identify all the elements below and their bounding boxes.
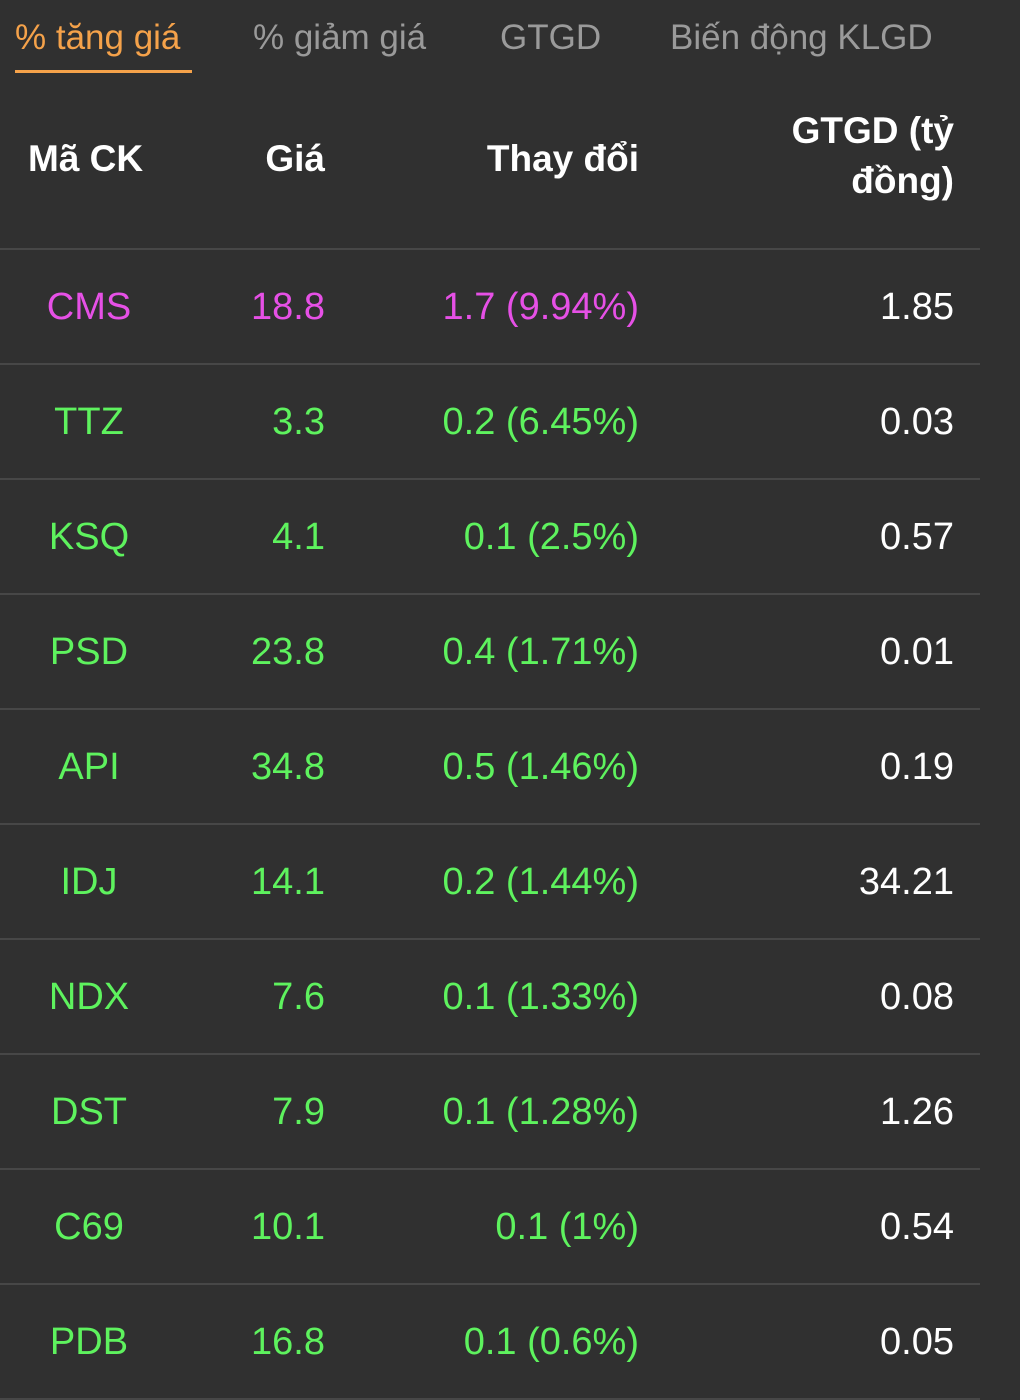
stock-code: KSQ bbox=[48, 516, 130, 558]
stock-change: 0.2 (1.44%) bbox=[442, 861, 639, 903]
stock-change: 0.5 (1.46%) bbox=[442, 746, 639, 788]
table-row[interactable]: NDX 7.6 0.1 (1.33%) 0.08 bbox=[0, 940, 980, 1055]
stock-code: C69 bbox=[54, 1206, 124, 1248]
table-body: CMS 18.8 1.7 (9.94%) 1.85 TTZ 3.3 0.2 (6.45%) 0… bbox=[0, 250, 980, 1400]
stock-price: 7.6 bbox=[272, 976, 325, 1018]
header-change: Thay đổi bbox=[486, 138, 639, 179]
table-row[interactable]: CMS 18.8 1.7 (9.94%) 1.85 bbox=[0, 250, 980, 365]
stock-table: Mã CK Giá Thay đổi GTGD (tỷ đồng) CMS 18.… bbox=[0, 96, 980, 1400]
trading-value: 0.19 bbox=[880, 746, 954, 788]
stock-change: 0.1 (0.6%) bbox=[463, 1321, 639, 1363]
stock-price: 34.8 bbox=[251, 746, 325, 788]
header-code: Mã CK bbox=[28, 138, 144, 179]
stock-price: 10.1 bbox=[251, 1206, 325, 1248]
stock-price: 18.8 bbox=[251, 286, 325, 328]
stock-price: 3.3 bbox=[272, 401, 325, 443]
stock-price: 16.8 bbox=[251, 1321, 325, 1363]
table-row[interactable]: IDJ 14.1 0.2 (1.44%) 34.21 bbox=[0, 825, 980, 940]
stock-change: 0.1 (2.5%) bbox=[463, 516, 639, 558]
stock-change: 0.1 (1%) bbox=[495, 1206, 639, 1248]
tab-bar: % tăng giá % giảm giá GTGD Biến động KLG… bbox=[0, 0, 1020, 80]
trading-value: 0.54 bbox=[880, 1206, 954, 1248]
table-header: Mã CK Giá Thay đổi GTGD (tỷ đồng) bbox=[0, 96, 980, 250]
trading-value: 0.03 bbox=[880, 401, 954, 443]
tab-percent-increase[interactable]: % tăng giá bbox=[15, 18, 181, 57]
stock-code: IDJ bbox=[60, 861, 118, 903]
header-price: Giá bbox=[265, 138, 325, 179]
table-row[interactable]: TTZ 3.3 0.2 (6.45%) 0.03 bbox=[0, 365, 980, 480]
trading-value: 0.05 bbox=[880, 1321, 954, 1363]
stock-code: TTZ bbox=[54, 401, 124, 443]
stock-price: 14.1 bbox=[251, 861, 325, 903]
trading-value: 1.26 bbox=[880, 1091, 954, 1133]
stock-code: DST bbox=[51, 1091, 127, 1133]
stock-change: 0.2 (6.45%) bbox=[442, 401, 639, 443]
stock-code: PSD bbox=[49, 631, 129, 673]
table-row[interactable]: API 34.8 0.5 (1.46%) 0.19 bbox=[0, 710, 980, 825]
stock-price: 4.1 bbox=[272, 516, 325, 558]
table-row[interactable]: DST 7.9 0.1 (1.28%) 1.26 bbox=[0, 1055, 980, 1170]
trading-value: 0.08 bbox=[880, 976, 954, 1018]
stock-change: 0.4 (1.71%) bbox=[442, 631, 639, 673]
trading-value: 1.85 bbox=[880, 286, 954, 328]
stock-code: NDX bbox=[48, 976, 130, 1018]
table-row[interactable]: PDB 16.8 0.1 (0.6%) 0.05 bbox=[0, 1285, 980, 1400]
tab-volume-change[interactable]: Biến động KLGD bbox=[670, 18, 933, 57]
trading-value: 0.57 bbox=[880, 516, 954, 558]
stock-code: PDB bbox=[49, 1321, 129, 1363]
stock-change: 0.1 (1.28%) bbox=[442, 1091, 639, 1133]
tab-trading-value[interactable]: GTGD bbox=[500, 18, 602, 57]
stock-change: 0.1 (1.33%) bbox=[442, 976, 639, 1018]
trading-value: 0.01 bbox=[880, 631, 954, 673]
table-row[interactable]: KSQ 4.1 0.1 (2.5%) 0.57 bbox=[0, 480, 980, 595]
stock-price: 23.8 bbox=[251, 631, 325, 673]
stock-change: 1.7 (9.94%) bbox=[442, 286, 639, 328]
tab-percent-decrease[interactable]: % giảm giá bbox=[253, 18, 427, 57]
stock-code: CMS bbox=[46, 286, 132, 328]
trading-value: 34.21 bbox=[858, 861, 954, 903]
stock-code: API bbox=[58, 746, 120, 788]
table-row[interactable]: PSD 23.8 0.4 (1.71%) 0.01 bbox=[0, 595, 980, 710]
stock-price: 7.9 bbox=[272, 1091, 325, 1133]
active-tab-underline bbox=[15, 70, 192, 73]
header-value: GTGD (tỷ đồng) bbox=[791, 110, 954, 201]
table-row[interactable]: C69 10.1 0.1 (1%) 0.54 bbox=[0, 1170, 980, 1285]
